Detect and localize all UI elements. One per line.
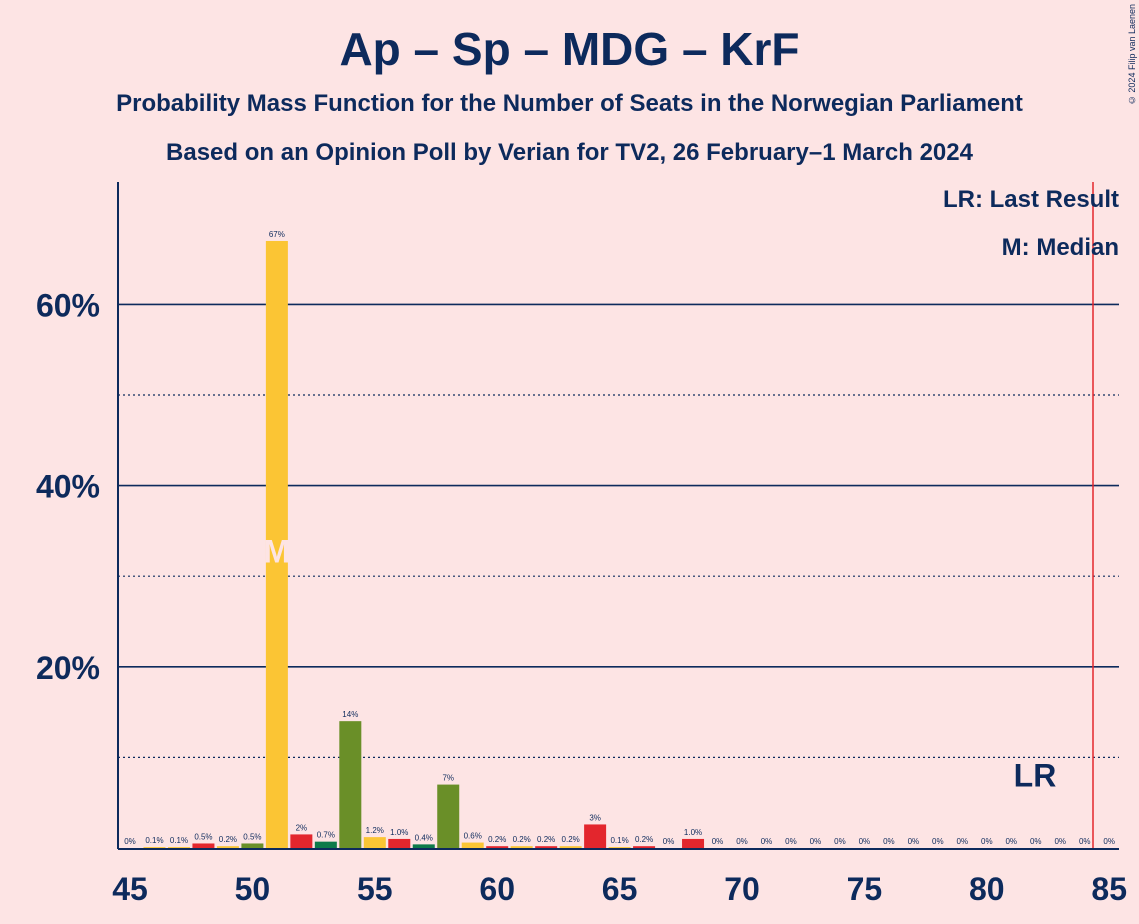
data-label-seat-51: 67% xyxy=(269,230,285,239)
legend-last-result: LR: Last Result xyxy=(942,186,1119,213)
legend-median: M: Median xyxy=(1001,234,1119,261)
chart-subtitle: Probability Mass Function for the Number… xyxy=(116,90,1023,117)
data-label-seat-56: 1.0% xyxy=(390,828,408,837)
x-tick-label: 60 xyxy=(479,871,515,907)
bar-seat-57 xyxy=(412,844,435,848)
data-label-seat-70: 0% xyxy=(736,837,748,846)
data-label-seat-61: 0.2% xyxy=(513,835,531,844)
x-tick-label: 85 xyxy=(1091,871,1127,907)
data-label-seat-80: 0% xyxy=(981,837,993,846)
data-label-seat-55: 1.2% xyxy=(366,826,384,835)
data-label-seat-64: 3% xyxy=(589,813,601,822)
data-label-seat-60: 0.2% xyxy=(488,835,506,844)
bar-seat-46 xyxy=(143,847,166,848)
bar-seat-53 xyxy=(314,841,337,848)
data-label-seat-47: 0.1% xyxy=(170,836,188,845)
bar-seat-64 xyxy=(584,824,607,848)
bar-seat-54 xyxy=(339,721,362,848)
data-label-seat-46: 0.1% xyxy=(145,836,163,845)
data-label-seat-84: 0% xyxy=(1079,837,1091,846)
data-label-seat-79: 0% xyxy=(957,837,969,846)
x-tick-label: 75 xyxy=(847,871,883,907)
data-label-seat-69: 0% xyxy=(712,837,724,846)
bar-seat-62 xyxy=(535,846,558,848)
bar-seat-63 xyxy=(559,846,582,848)
x-tick-label: 50 xyxy=(235,871,271,907)
bar-seat-47 xyxy=(167,847,190,848)
data-label-seat-63: 0.2% xyxy=(562,835,580,844)
data-label-seat-83: 0% xyxy=(1054,837,1066,846)
bar-seat-68 xyxy=(682,838,705,848)
data-label-seat-53: 0.7% xyxy=(317,831,335,840)
data-label-seat-57: 0.4% xyxy=(415,833,433,842)
data-label-seat-49: 0.2% xyxy=(219,835,237,844)
bar-seat-59 xyxy=(461,842,484,848)
y-tick-label: 40% xyxy=(36,469,100,505)
data-label-seat-74: 0% xyxy=(834,837,846,846)
y-tick-label: 60% xyxy=(36,287,100,323)
data-label-seat-66: 0.2% xyxy=(635,835,653,844)
bar-seat-55 xyxy=(363,837,386,848)
data-label-seat-59: 0.6% xyxy=(464,832,482,841)
chart-source: Based on an Opinion Poll by Verian for T… xyxy=(166,139,973,166)
x-tick-label: 45 xyxy=(112,871,148,907)
data-label-seat-45: 0% xyxy=(124,837,136,846)
data-label-seat-48: 0.5% xyxy=(194,832,212,841)
data-label-seat-77: 0% xyxy=(908,837,920,846)
data-label-seat-82: 0% xyxy=(1030,837,1042,846)
data-label-seat-71: 0% xyxy=(761,837,773,846)
data-label-seat-65: 0.1% xyxy=(610,836,628,845)
bar-seat-52 xyxy=(290,834,313,848)
bar-seat-48 xyxy=(192,843,215,848)
data-label-seat-73: 0% xyxy=(810,837,822,846)
y-tick-label: 20% xyxy=(36,650,100,686)
bar-seat-51 xyxy=(265,240,288,849)
bar-seat-60 xyxy=(486,846,509,848)
data-label-seat-72: 0% xyxy=(785,837,797,846)
data-label-seat-50: 0.5% xyxy=(243,832,261,841)
bar-seat-49 xyxy=(216,846,239,848)
data-label-seat-81: 0% xyxy=(1005,837,1017,846)
data-label-seat-62: 0.2% xyxy=(537,835,555,844)
data-label-seat-78: 0% xyxy=(932,837,944,846)
x-tick-label: 65 xyxy=(602,871,638,907)
bar-seat-56 xyxy=(388,838,411,848)
data-label-seat-58: 7% xyxy=(442,774,454,783)
x-tick-label: 80 xyxy=(969,871,1005,907)
data-label-seat-75: 0% xyxy=(859,837,871,846)
bar-seat-61 xyxy=(510,846,533,848)
bar-seat-50 xyxy=(241,843,264,848)
x-tick-label: 70 xyxy=(724,871,760,907)
bar-seat-66 xyxy=(633,846,656,848)
bar-seat-58 xyxy=(437,784,460,848)
data-label-seat-52: 2% xyxy=(296,823,308,832)
data-label-seat-76: 0% xyxy=(883,837,895,846)
data-label-seat-68: 1.0% xyxy=(684,828,702,837)
data-label-seat-85: 0% xyxy=(1103,837,1115,846)
x-tick-label: 55 xyxy=(357,871,393,907)
last-result-label: LR xyxy=(1014,757,1057,793)
data-label-seat-54: 14% xyxy=(342,710,358,719)
median-marker: M xyxy=(264,534,291,570)
bar-seat-65 xyxy=(608,847,631,848)
data-label-seat-67: 0% xyxy=(663,837,675,846)
chart-title: Ap – Sp – MDG – KrF xyxy=(339,23,800,75)
